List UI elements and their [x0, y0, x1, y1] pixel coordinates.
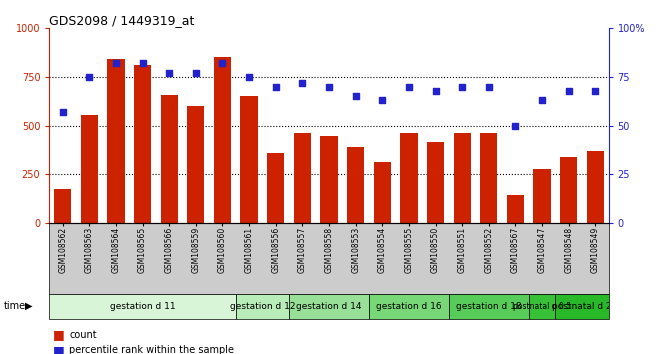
Bar [267, 153, 284, 223]
Point [350, 93, 361, 99]
Point [403, 84, 414, 90]
Bar [449, 294, 529, 319]
Bar [560, 157, 577, 223]
Point [484, 84, 494, 90]
Bar [453, 133, 471, 223]
Bar [507, 195, 524, 223]
Point [430, 88, 441, 93]
Point [138, 61, 148, 66]
Point [324, 84, 334, 90]
Text: GDS2098 / 1449319_at: GDS2098 / 1449319_at [49, 14, 195, 27]
Bar [49, 294, 236, 319]
Bar [134, 65, 151, 223]
Bar [400, 133, 418, 223]
Text: gestation d 16: gestation d 16 [376, 302, 442, 311]
Point [270, 84, 281, 90]
Bar [347, 147, 365, 223]
Point [377, 97, 388, 103]
Bar [289, 294, 369, 319]
Point [191, 70, 201, 76]
Bar [480, 133, 497, 223]
Text: postnatal d 0.5: postnatal d 0.5 [513, 302, 571, 311]
Bar [161, 96, 178, 223]
Point [590, 88, 601, 93]
Bar [236, 294, 289, 319]
Bar [555, 294, 609, 319]
Text: time: time [3, 301, 26, 311]
Point [57, 109, 68, 115]
Bar [81, 115, 98, 223]
Bar [587, 151, 604, 223]
Bar [293, 133, 311, 223]
Bar [534, 170, 551, 223]
Text: gestation d 18: gestation d 18 [456, 302, 522, 311]
Bar [320, 136, 338, 223]
Text: ▶: ▶ [25, 301, 32, 311]
Point [217, 61, 228, 66]
Text: gestation d 12: gestation d 12 [230, 302, 295, 311]
Bar [529, 294, 555, 319]
Text: postnatal d 2: postnatal d 2 [552, 302, 612, 311]
Bar [374, 162, 391, 223]
Text: percentile rank within the sample: percentile rank within the sample [69, 346, 234, 354]
Bar [54, 189, 71, 223]
Point [111, 61, 121, 66]
Point [537, 97, 547, 103]
Point [510, 123, 520, 129]
Bar [369, 294, 449, 319]
Point [563, 88, 574, 93]
Text: gestation d 11: gestation d 11 [110, 302, 176, 311]
Text: count: count [69, 330, 97, 339]
Bar [187, 106, 205, 223]
Point [84, 74, 95, 80]
Point [297, 80, 308, 86]
Bar [427, 142, 444, 223]
Point [164, 70, 174, 76]
Bar [107, 59, 124, 223]
Text: gestation d 14: gestation d 14 [296, 302, 362, 311]
Point [244, 74, 255, 80]
Text: ■: ■ [53, 344, 64, 354]
Bar [214, 57, 231, 223]
Bar [240, 97, 258, 223]
Text: ■: ■ [53, 328, 64, 341]
Point [457, 84, 467, 90]
